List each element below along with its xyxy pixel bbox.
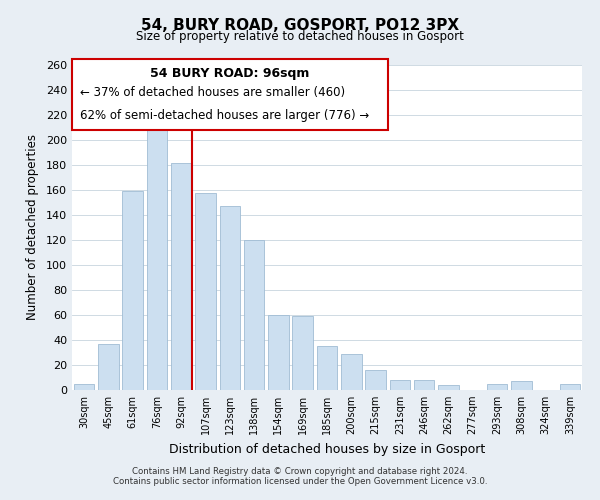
Text: 62% of semi-detached houses are larger (776) →: 62% of semi-detached houses are larger (…: [80, 109, 369, 122]
Bar: [268, 315, 289, 390]
Bar: [146, 116, 167, 390]
Text: ← 37% of detached houses are smaller (460): ← 37% of detached houses are smaller (46…: [80, 86, 345, 99]
Text: Contains HM Land Registry data © Crown copyright and database right 2024.: Contains HM Land Registry data © Crown c…: [132, 467, 468, 476]
Text: 54, BURY ROAD, GOSPORT, PO12 3PX: 54, BURY ROAD, GOSPORT, PO12 3PX: [141, 18, 459, 32]
Bar: [438, 385, 459, 390]
Bar: [341, 354, 362, 390]
Text: Contains public sector information licensed under the Open Government Licence v3: Contains public sector information licen…: [113, 477, 487, 486]
Bar: [220, 206, 240, 390]
Bar: [487, 384, 508, 390]
Bar: [74, 384, 94, 390]
Bar: [560, 384, 580, 390]
Bar: [389, 380, 410, 390]
Bar: [98, 344, 119, 390]
Bar: [511, 381, 532, 390]
Bar: [122, 191, 143, 390]
Text: 54 BURY ROAD: 96sqm: 54 BURY ROAD: 96sqm: [151, 66, 310, 80]
Bar: [414, 380, 434, 390]
Bar: [195, 192, 216, 390]
Text: Size of property relative to detached houses in Gosport: Size of property relative to detached ho…: [136, 30, 464, 43]
Bar: [365, 370, 386, 390]
Bar: [292, 316, 313, 390]
FancyBboxPatch shape: [72, 58, 388, 130]
Bar: [171, 162, 191, 390]
Y-axis label: Number of detached properties: Number of detached properties: [26, 134, 39, 320]
X-axis label: Distribution of detached houses by size in Gosport: Distribution of detached houses by size …: [169, 442, 485, 456]
Bar: [317, 346, 337, 390]
Bar: [244, 240, 265, 390]
